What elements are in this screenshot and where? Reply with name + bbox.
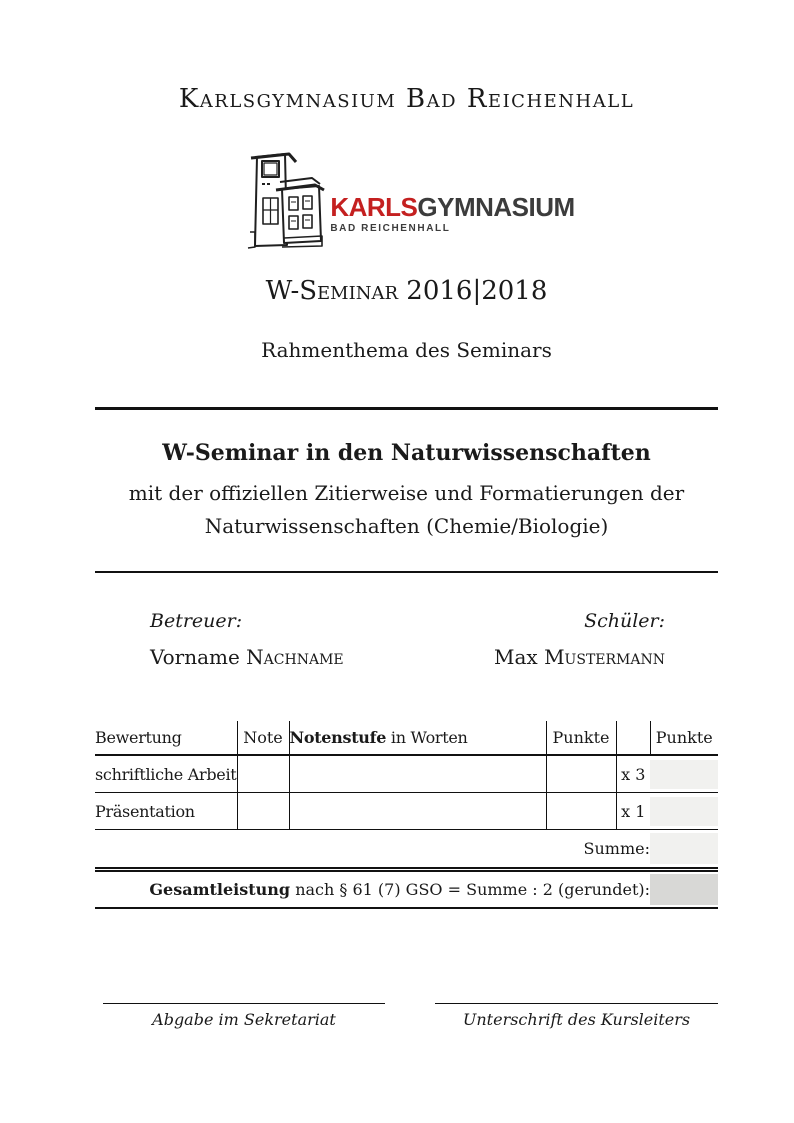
topic-line-2: mit der offiziellen Zitierweise und Form…: [128, 481, 685, 505]
header-notenstufe-bold: Notenstufe: [289, 728, 387, 747]
table-row-praesentation: Präsentation x 1: [95, 792, 718, 830]
seminar-subheading: Rahmenthema des Seminars: [261, 338, 552, 362]
supervisor-last-name: Nachname: [246, 645, 344, 669]
notenstufe-field: [289, 792, 547, 830]
student-block: Schüler: Max Mustermann: [494, 610, 665, 669]
logo-subline: BAD REICHENHALL: [330, 223, 451, 234]
horizontal-rule-top: [95, 407, 718, 410]
gesamtleistung-label-rest: nach § 61 (7) GSO = Summe : 2 (gerundet)…: [290, 880, 650, 899]
multiplier-label: x 1: [616, 792, 650, 830]
gesamtleistung-label: Gesamtleistung nach § 61 (7) GSO = Summe…: [95, 869, 650, 909]
logo-wordmark: KARLSGYMNASIUM: [330, 192, 575, 222]
people-section: Betreuer: Vorname Nachname Schüler: Max …: [95, 610, 718, 669]
school-logo-text: KARLSGYMNASIUM BAD REICHENHALL: [330, 146, 575, 234]
gesamtleistung-label-bold: Gesamtleistung: [149, 880, 291, 899]
punkte-field: [546, 792, 617, 830]
horizontal-rule-bottom: [95, 571, 718, 573]
student-name: Max Mustermann: [494, 645, 665, 669]
header-punkte: Punkte: [546, 721, 617, 756]
punkte-result-cell: [650, 792, 718, 830]
logo-wordmark-karls: KARLS: [330, 192, 418, 222]
supervisor-first-name: Vorname: [150, 645, 247, 669]
notenstufe-field: [289, 755, 547, 793]
multiplier-label: x 3: [616, 755, 650, 793]
summe-result-cell: [650, 829, 718, 872]
header-notenstufe: Notenstufe in Worten: [289, 721, 547, 756]
gesamtleistung-result-cell: [650, 869, 718, 909]
header-note: Note: [237, 721, 290, 756]
row-label: Präsentation: [95, 792, 238, 830]
header-punkte-result: Punkte: [650, 721, 718, 756]
table-row-schriftliche-arbeit: schriftliche Arbeit x 3: [95, 755, 718, 793]
summe-row: Summe:: [95, 829, 718, 872]
logo-wordmark-gymnasium: GYMNASIUM: [417, 192, 575, 222]
note-field: [237, 755, 290, 793]
header-bewertung: Bewertung: [95, 721, 238, 756]
gesamtleistung-row: Gesamtleistung nach § 61 (7) GSO = Summe…: [95, 869, 718, 909]
seminar-heading: W-Seminar 2016|2018: [265, 276, 548, 306]
note-field: [237, 792, 290, 830]
supervisor-block: Betreuer: Vorname Nachname: [150, 610, 344, 669]
punkte-result-cell: [650, 755, 718, 793]
topic-line-3: Naturwissenschaften (Chemie/Biologie): [204, 514, 609, 538]
header-multiplier-empty: [616, 721, 651, 756]
supervisor-name: Vorname Nachname: [150, 645, 344, 669]
signature-line-kursleiter: Unterschrift des Kursleiters: [435, 1003, 718, 1029]
student-first-name: Max: [494, 645, 545, 669]
signature-line-sekretariat: Abgabe im Sekretariat: [103, 1003, 385, 1029]
grading-table-section: Bewertung Note Notenstufe in Worten Punk…: [95, 721, 718, 909]
punkte-field: [546, 755, 617, 793]
punkte-result-field: [650, 796, 718, 826]
student-label: Schüler:: [584, 610, 665, 632]
summe-label: Summe:: [95, 829, 650, 872]
punkte-result-field: [650, 759, 718, 789]
school-logo: KARLSGYMNASIUM BAD REICHENHALL: [95, 146, 718, 250]
supervisor-label: Betreuer:: [150, 610, 243, 632]
signature-section: Abgabe im Sekretariat Unterschrift des K…: [95, 1003, 718, 1029]
topic-title: W-Seminar in den Naturwissenschaften: [162, 440, 651, 466]
header-notenstufe-rest: in Worten: [386, 728, 468, 747]
grading-table: Bewertung Note Notenstufe in Worten Punk…: [95, 721, 718, 909]
school-building-icon: [248, 152, 326, 249]
grading-header-row: Bewertung Note Notenstufe in Worten Punk…: [95, 721, 718, 756]
school-title: Karlsgymnasium Bad Reichenhall: [178, 84, 635, 114]
row-label: schriftliche Arbeit: [95, 755, 238, 793]
summe-result-field: [650, 833, 718, 864]
gesamtleistung-result-field: [650, 874, 718, 905]
student-last-name: Mustermann: [544, 645, 665, 669]
